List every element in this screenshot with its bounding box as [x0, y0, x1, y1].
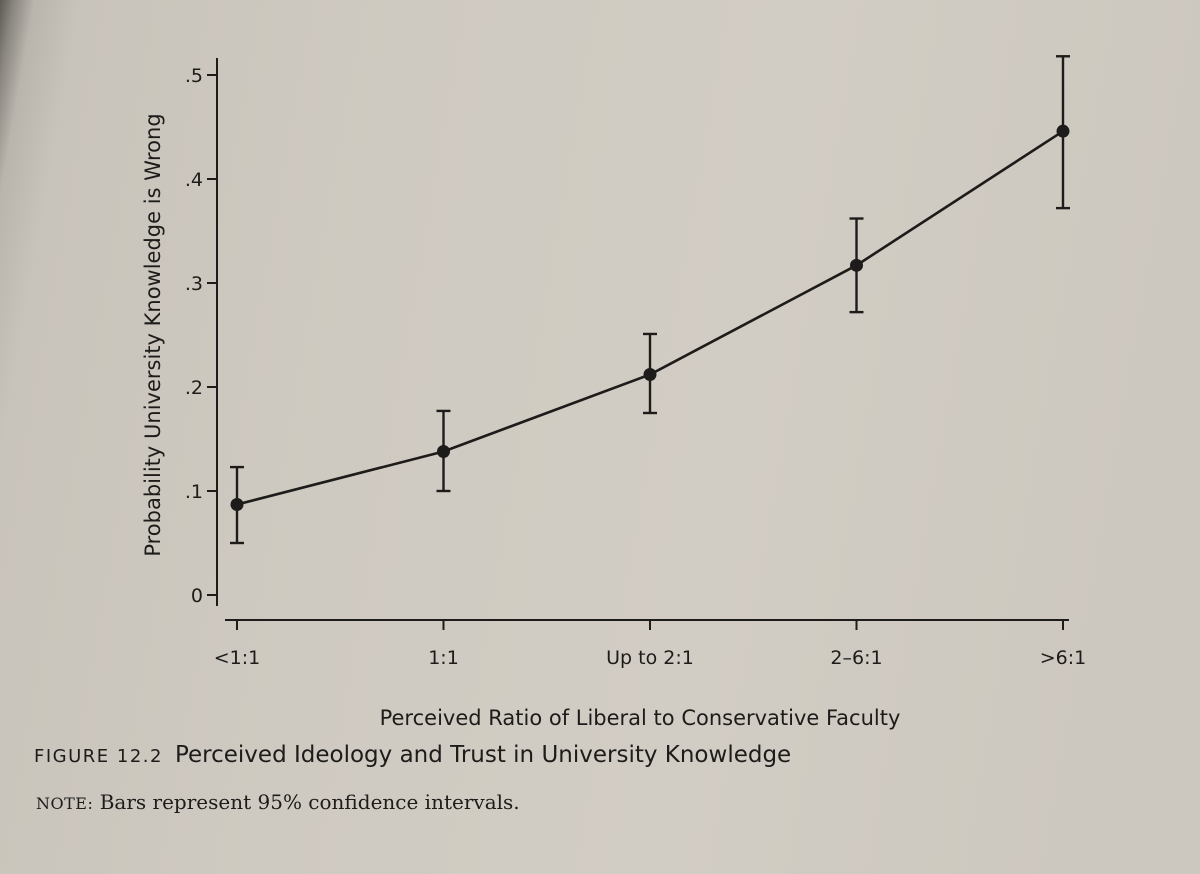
note-label: NOTE: — [36, 794, 94, 813]
figure-note: NOTE: Bars represent 95% confidence inte… — [36, 790, 1186, 814]
y-tick-label: 0 — [191, 585, 203, 607]
x-tick-label: <1:1 — [214, 647, 261, 669]
y-tick-label: .5 — [185, 65, 203, 87]
series-line — [236, 130, 1064, 506]
chart-marks — [230, 55, 1070, 545]
x-tick-label: 2–6:1 — [830, 647, 882, 669]
x-tick-label: 1:1 — [428, 647, 459, 669]
chart-axes: 0 .1 .2 .3 .4 .5 <1:1 1:1 Up to 2:1 2–6:1 >6:1 — [185, 58, 1086, 669]
data-point — [437, 444, 450, 458]
figure-label: FIGURE 12.2 — [34, 746, 163, 767]
y-axis-title: Probability University Knowledge is Wron… — [141, 113, 165, 556]
note-text: Bars represent 95% confidence intervals. — [99, 790, 520, 814]
data-point — [850, 258, 863, 272]
x-tick-label: Up to 2:1 — [606, 647, 694, 669]
y-tick-label: .4 — [185, 169, 203, 191]
chart: 0 .1 .2 .3 .4 .5 <1:1 1:1 Up to 2:1 2–6:1 >6:1 Pro… — [141, 55, 1086, 730]
data-point — [230, 498, 244, 512]
y-tick-label: .3 — [185, 273, 203, 295]
y-tick-label: .2 — [185, 377, 203, 399]
data-point — [1056, 124, 1070, 138]
data-point — [643, 368, 657, 382]
x-tick-label: >6:1 — [1040, 647, 1087, 669]
x-axis-title: Perceived Ratio of Liberal to Conservati… — [380, 706, 901, 730]
figure-title: Perceived Ideology and Trust in Universi… — [174, 742, 792, 768]
figure-caption: FIGURE 12.2 Perceived Ideology and Trust … — [34, 742, 1184, 768]
y-tick-label: .1 — [185, 481, 203, 503]
